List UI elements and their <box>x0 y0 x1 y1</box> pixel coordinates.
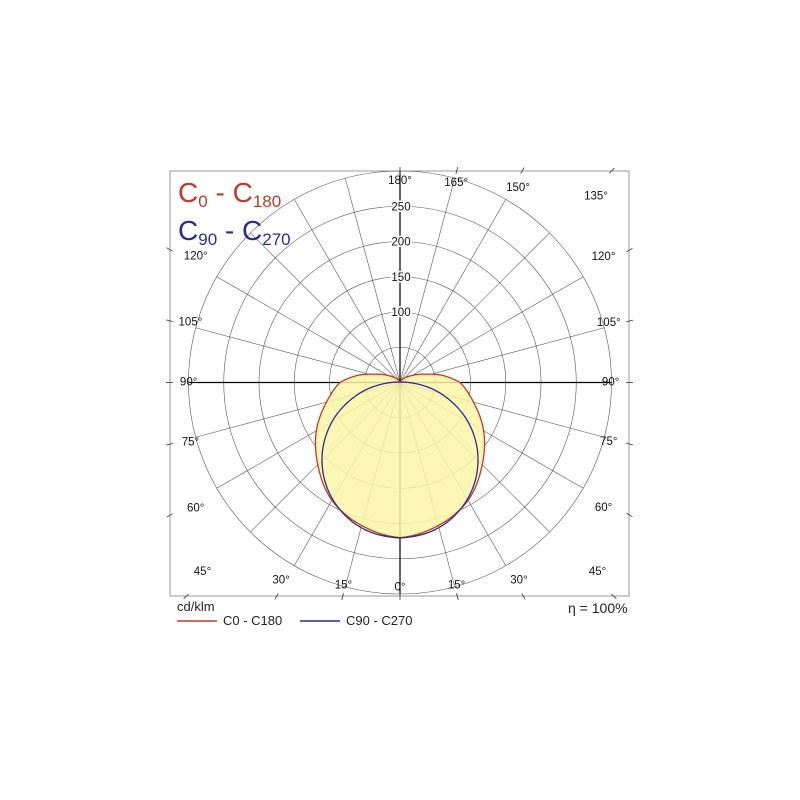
svg-text:15°: 15° <box>448 580 465 592</box>
svg-text:150°: 150° <box>506 182 530 194</box>
svg-text:60°: 60° <box>187 503 204 515</box>
svg-text:C90 - C270: C90 - C270 <box>346 613 412 628</box>
svg-text:165°: 165° <box>444 177 468 189</box>
svg-text:150: 150 <box>391 272 410 284</box>
svg-text:120°: 120° <box>184 251 208 263</box>
svg-text:15°: 15° <box>335 580 352 592</box>
svg-text:105°: 105° <box>597 317 621 329</box>
svg-text:C0 - C180: C0 - C180 <box>223 613 282 628</box>
svg-text:90°: 90° <box>602 377 619 389</box>
svg-text:η = 100%: η = 100% <box>568 600 628 616</box>
svg-text:120°: 120° <box>592 251 616 263</box>
svg-text:200: 200 <box>391 237 410 249</box>
svg-text:105°: 105° <box>179 317 203 329</box>
svg-text:100: 100 <box>391 307 410 319</box>
svg-text:0°: 0° <box>395 582 406 594</box>
svg-text:30°: 30° <box>272 574 289 586</box>
svg-text:45°: 45° <box>589 566 606 578</box>
svg-text:90°: 90° <box>180 377 197 389</box>
svg-text:30°: 30° <box>510 574 527 586</box>
svg-text:135°: 135° <box>584 191 608 203</box>
svg-text:75°: 75° <box>600 436 617 448</box>
svg-text:250: 250 <box>391 201 410 213</box>
svg-text:60°: 60° <box>595 502 612 514</box>
svg-text:cd/klm: cd/klm <box>177 599 215 614</box>
svg-text:45°: 45° <box>194 566 211 578</box>
svg-text:180°: 180° <box>388 175 412 187</box>
svg-text:75°: 75° <box>182 436 199 448</box>
